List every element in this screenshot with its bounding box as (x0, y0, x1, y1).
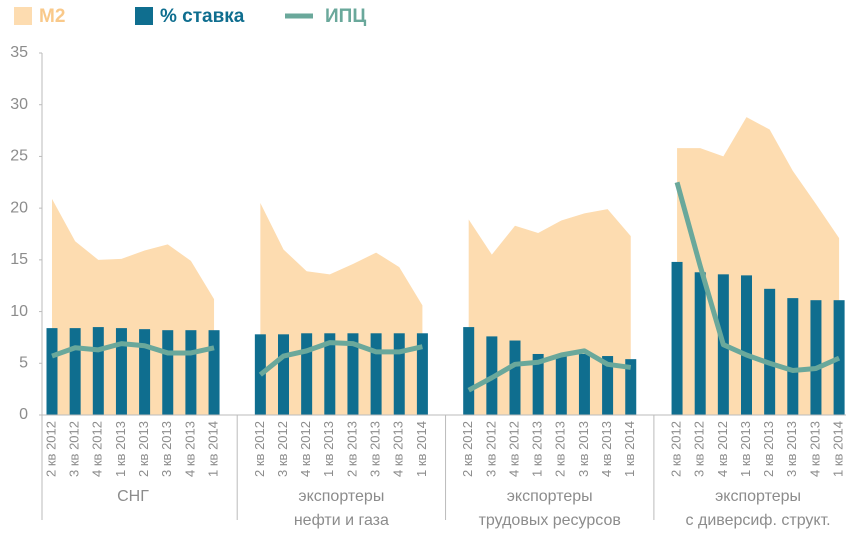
m2-area (677, 117, 840, 415)
group-label: с диверсиф. структ. (686, 512, 831, 529)
bar (92, 327, 104, 415)
x-tick-label: 2 кв 2013 (761, 421, 776, 477)
x-tick-label: 4 кв 2013 (599, 421, 614, 477)
bar (532, 353, 544, 415)
x-tick-label: 2 кв 2012 (43, 421, 58, 477)
x-tick-label: 2 кв 2012 (668, 421, 683, 477)
x-tick-label: 4 кв 2013 (391, 421, 406, 477)
group-label: нефти и газа (294, 512, 389, 529)
x-tick-label: 3 кв 2012 (483, 421, 498, 477)
bar (463, 327, 475, 415)
x-tick-label: 1 кв 2013 (113, 421, 128, 477)
x-tick-label: 3 кв 2012 (67, 421, 82, 477)
x-tick-label: 3 кв 2012 (275, 421, 290, 477)
x-tick-label: 1 кв 2013 (738, 421, 753, 477)
m2-area (260, 202, 423, 415)
cpi-line (258, 340, 423, 377)
cpi-line (51, 341, 215, 359)
bar (764, 288, 776, 415)
cpi-line (467, 348, 632, 393)
bar (208, 330, 220, 415)
x-tick-label: 1 кв 2014 (831, 421, 846, 477)
bar (671, 261, 683, 415)
x-tick-label: 1 кв 2014 (414, 421, 429, 477)
x-tick-label: 4 кв 2013 (807, 421, 822, 477)
cpi-line (674, 181, 841, 374)
bar (393, 333, 405, 415)
bar (69, 328, 81, 415)
x-tick-label: 2 кв 2013 (344, 421, 359, 477)
legend-swatch (14, 7, 32, 25)
y-tick-label: 25 (10, 148, 28, 165)
bar (625, 359, 637, 415)
bar (139, 329, 151, 415)
legend-label: % ставка (160, 6, 245, 27)
bar (555, 355, 567, 415)
y-tick-label: 10 (10, 303, 28, 320)
bar (46, 328, 58, 415)
bar (162, 330, 174, 415)
x-tick-label: 4 кв 2012 (715, 421, 730, 477)
x-tick-label: 2 кв 2012 (460, 421, 475, 477)
y-tick-label: 15 (10, 251, 28, 268)
y-tick-label: 20 (10, 199, 28, 216)
x-tick-label: 2 кв 2013 (136, 421, 151, 477)
bar (347, 333, 359, 415)
bar (301, 333, 313, 415)
legend-swatch (135, 7, 153, 25)
bar (115, 328, 127, 415)
x-tick-label: 1 кв 2013 (321, 421, 336, 477)
y-tick-label: 30 (10, 96, 28, 113)
legend-label: ИПЦ (325, 6, 366, 27)
x-tick-label: 1 кв 2014 (205, 421, 220, 477)
bar (578, 353, 590, 415)
bar (509, 340, 521, 415)
bar (810, 300, 822, 415)
bar (694, 272, 706, 415)
bar (416, 333, 428, 415)
group-label: трудовых ресурсов (479, 512, 621, 529)
x-tick-label: 2 кв 2013 (553, 421, 568, 477)
bar (278, 334, 289, 415)
group-label: СНГ (117, 488, 149, 505)
x-tick-label: 4 кв 2012 (298, 421, 313, 477)
bar (833, 300, 845, 415)
bar (741, 275, 752, 415)
m2-area (52, 198, 215, 415)
group-label: экспортеры (715, 488, 801, 505)
bar (602, 356, 614, 415)
x-tick-label: 2 кв 2012 (252, 421, 267, 477)
x-tick-label: 1 кв 2013 (530, 421, 545, 477)
x-tick-label: 3 кв 2013 (159, 421, 174, 477)
x-tick-label: 3 кв 2013 (368, 421, 383, 477)
x-tick-label: 4 кв 2012 (506, 421, 521, 477)
bar (787, 298, 799, 415)
x-tick-label: 3 кв 2013 (576, 421, 591, 477)
bar (370, 333, 382, 415)
bar (324, 333, 336, 415)
x-tick-label: 1 кв 2014 (622, 421, 637, 477)
x-tick-label: 3 кв 2013 (784, 421, 799, 477)
y-tick-label: 5 (19, 355, 28, 372)
group-label: экспортеры (298, 488, 384, 505)
x-tick-label: 4 кв 2013 (182, 421, 197, 477)
m2-area (468, 209, 631, 415)
bar (185, 330, 197, 415)
x-tick-label: 4 кв 2012 (90, 421, 105, 477)
legend-label: M2 (39, 6, 65, 27)
y-tick-label: 35 (10, 44, 28, 61)
group-label: экспортеры (507, 488, 593, 505)
y-tick-label: 0 (19, 406, 28, 423)
x-tick-label: 3 кв 2012 (692, 421, 707, 477)
